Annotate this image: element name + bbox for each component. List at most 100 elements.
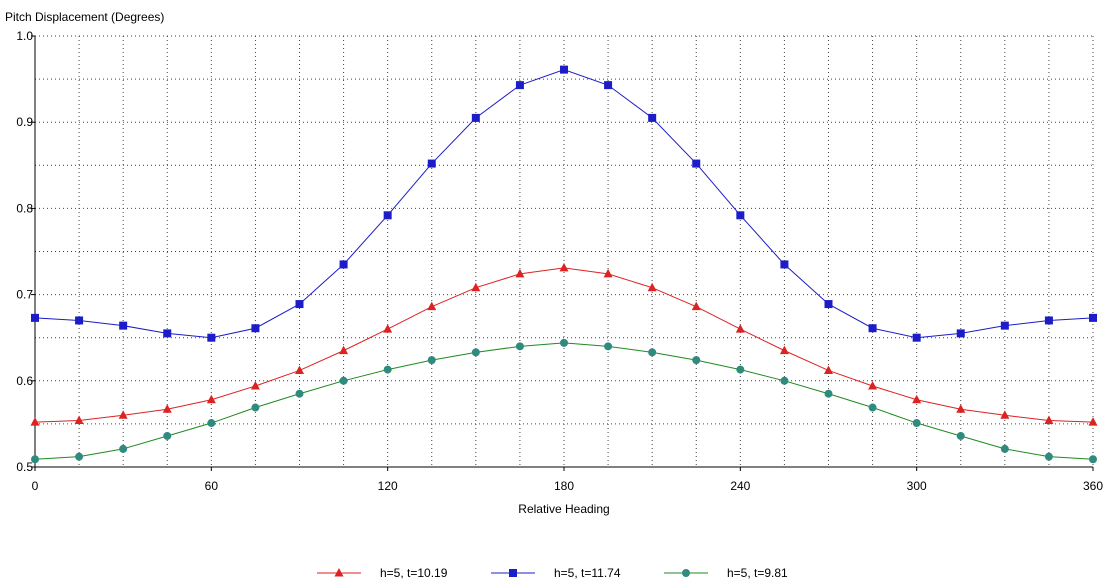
legend-entry-3: h=5, t=9.81 [664, 566, 788, 580]
y-tick-label: 0.7 [16, 288, 33, 302]
y-tick-label: 1.0 [16, 29, 33, 43]
series-3 [31, 338, 1097, 464]
x-tick-label: 240 [730, 479, 750, 493]
data-point [515, 342, 524, 351]
y-tick-label: 0.6 [16, 374, 33, 388]
x-tick-label: 0 [32, 479, 39, 493]
data-point [1089, 455, 1097, 464]
data-point [736, 365, 745, 374]
data-point [471, 282, 481, 292]
data-point [647, 282, 657, 292]
data-point [604, 342, 613, 351]
x-tick-label: 120 [378, 479, 398, 493]
legend-marker [509, 569, 517, 577]
data-point [868, 403, 877, 412]
data-point [295, 365, 304, 374]
data-point [30, 417, 40, 426]
legend-label: h=5, t=9.81 [727, 566, 788, 580]
axes [31, 35, 1094, 471]
data-point [912, 333, 921, 342]
data-point [824, 389, 833, 398]
data-point [339, 345, 349, 355]
series-line [34, 69, 1094, 339]
data-point [471, 348, 480, 357]
data-point [735, 324, 745, 333]
data-point [780, 260, 789, 269]
data-point [295, 300, 304, 309]
data-point [692, 159, 701, 168]
data-point [648, 113, 657, 122]
data-point [427, 159, 436, 168]
y-tick-label: 0.5 [16, 460, 33, 474]
data-point [251, 324, 260, 333]
y-axis-title: Pitch Displacement (Degrees) [5, 10, 164, 24]
data-point [691, 301, 701, 311]
data-point [824, 300, 833, 309]
legend-label: h=5, t=10.19 [380, 566, 448, 580]
data-point [1088, 417, 1098, 426]
data-point [779, 345, 789, 355]
data-point [1089, 313, 1097, 322]
data-point [1044, 452, 1053, 461]
data-point [119, 321, 128, 330]
data-point [912, 419, 921, 428]
data-point [74, 415, 84, 424]
legend: h=5, t=10.19 h=5, t=11.74 h=5, t=9.81 [317, 566, 788, 580]
x-tick-label: 360 [1083, 479, 1103, 493]
data-point [75, 452, 84, 461]
data-point [736, 211, 745, 220]
data-point [824, 365, 833, 374]
x-tick-label: 180 [554, 479, 574, 493]
data-point [560, 65, 568, 74]
data-point [339, 376, 348, 385]
y-tick-label: 0.8 [16, 201, 33, 215]
data-point [956, 329, 965, 338]
data-point [780, 376, 789, 385]
data-point [648, 348, 657, 357]
data-point [471, 113, 480, 122]
data-point [295, 389, 304, 398]
data-point [427, 301, 437, 311]
data-point [560, 338, 568, 347]
legend-entry-1: h=5, t=10.19 [317, 566, 448, 580]
data-point [956, 431, 965, 440]
data-point [427, 356, 436, 365]
series-1 [30, 262, 1098, 426]
data-point [1044, 415, 1054, 424]
data-point [1000, 410, 1010, 419]
data-point [692, 356, 701, 365]
data-point [163, 329, 172, 338]
data-point [515, 268, 525, 278]
plot-series [30, 65, 1098, 464]
data-point [250, 380, 260, 390]
legend-marker [682, 569, 690, 577]
data-point [868, 324, 877, 333]
data-point [118, 410, 128, 419]
x-axis-title: Relative Heading [518, 502, 609, 516]
legend-marker [334, 568, 344, 577]
series-2 [31, 65, 1097, 342]
x-tick-label: 300 [907, 479, 927, 493]
data-point [383, 211, 392, 220]
data-point [206, 394, 216, 404]
data-point [912, 394, 922, 404]
x-tick-labels: 0 60 120 180 240 300 360 [32, 479, 1104, 493]
data-point [1000, 444, 1009, 453]
data-point [1000, 321, 1009, 330]
data-point [31, 455, 39, 464]
data-point [31, 313, 39, 322]
data-point [868, 380, 878, 390]
data-point [956, 404, 966, 413]
data-point [383, 365, 392, 374]
data-point [383, 324, 393, 333]
data-point [339, 260, 348, 269]
data-point [163, 431, 172, 440]
data-point [603, 268, 613, 278]
x-tick-label: 60 [205, 479, 219, 493]
data-point [119, 444, 128, 453]
data-point [162, 404, 172, 413]
data-point [75, 316, 84, 325]
legend-label: h=5, t=11.74 [554, 566, 621, 580]
grid-lines [35, 35, 1094, 467]
